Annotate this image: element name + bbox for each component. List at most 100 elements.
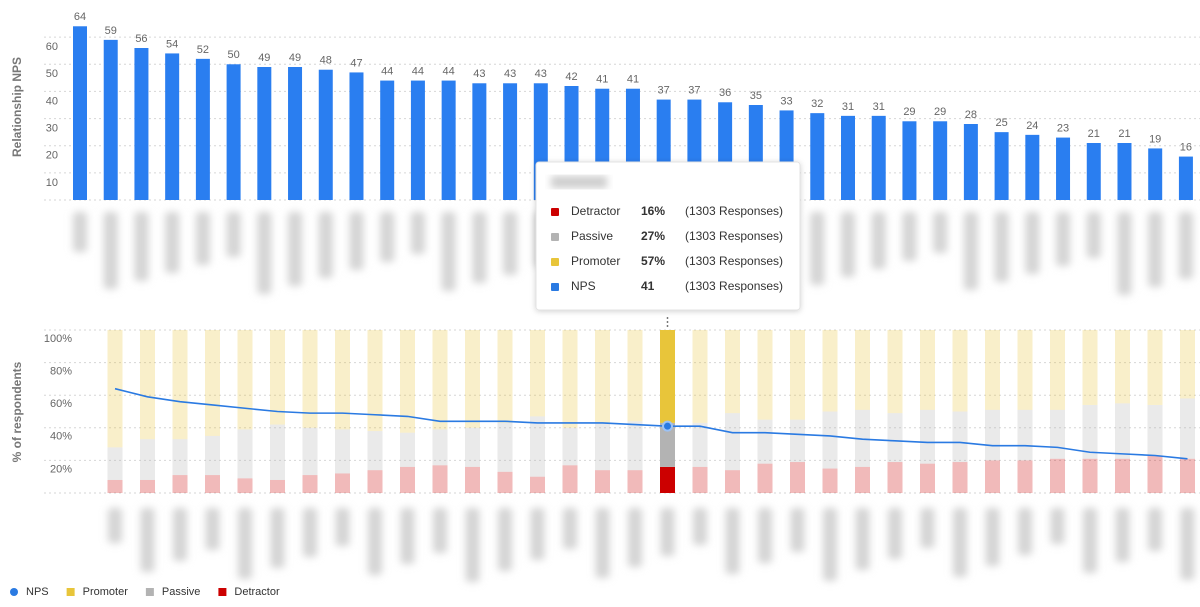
blurred-label [953, 508, 967, 577]
stack-segment [497, 471, 513, 493]
blurred-label [888, 508, 902, 559]
stack-segment [562, 330, 578, 428]
stack-segment [205, 475, 220, 493]
bar-value-label: 59 [105, 25, 117, 37]
tooltip-value: 57% [641, 254, 665, 268]
tooltip-name: Detractor [571, 204, 620, 218]
blurred-label [985, 508, 1000, 566]
stack-segment [237, 478, 253, 493]
stack-segment [920, 330, 935, 410]
stack-segment [172, 439, 188, 476]
stack-segment [757, 419, 773, 464]
tooltip-swatch [551, 258, 559, 266]
blurred-label [335, 508, 350, 546]
legend-label: NPS [26, 586, 49, 598]
y-tick-label: 50 [46, 68, 58, 80]
stack-segment [432, 330, 448, 430]
stack-segment [335, 429, 350, 474]
blurred-label [530, 508, 545, 560]
blurred-label [933, 212, 948, 253]
bar-value-label: 36 [719, 87, 731, 99]
stack-segment [1082, 458, 1098, 493]
bar-value-label: 54 [166, 38, 178, 50]
nps-line [114, 387, 1188, 460]
blurred-label [140, 508, 155, 572]
bar-value-label: 43 [504, 68, 516, 80]
stack-segment [1017, 330, 1033, 410]
bar-value-label: 16 [1180, 141, 1192, 153]
bar [103, 39, 118, 200]
stack-segment [790, 330, 805, 420]
stack-segment [237, 330, 253, 430]
blurred-label [238, 508, 252, 579]
stack-segment [335, 330, 350, 430]
bar-value-label: 50 [227, 49, 239, 61]
bar-value-label: 41 [627, 74, 639, 86]
stack-segment [757, 330, 773, 420]
tooltip-value: 16% [641, 204, 665, 218]
stack-segment [1115, 403, 1130, 459]
tooltip-name: Promoter [571, 254, 620, 268]
bar-value-label: 31 [842, 101, 854, 113]
y-tick-label: 10 [46, 177, 58, 189]
stack-segment [952, 462, 968, 493]
y-tick-label: 20 [46, 150, 58, 162]
stack-segment [660, 330, 675, 423]
blurred-label [1117, 212, 1132, 295]
tooltip-swatch [551, 208, 559, 216]
blurred-label [173, 508, 187, 561]
bar-value-label: 64 [74, 11, 86, 23]
y-tick-label: 60 [46, 41, 58, 53]
stack-segment [302, 427, 318, 476]
blurred-label [270, 508, 285, 568]
bar [165, 53, 180, 200]
blurred-label [380, 212, 395, 262]
legend-marker [145, 588, 154, 596]
tooltip-value: 41 [641, 279, 655, 293]
stack-segment [302, 475, 318, 493]
bar-value-label: 56 [135, 33, 147, 45]
blurred-label [902, 212, 917, 261]
bar-value-label: 28 [965, 109, 977, 121]
bar [134, 48, 149, 200]
y-tick-label: 40 [46, 95, 58, 107]
stack-segment [725, 413, 740, 471]
stack-segment [855, 409, 870, 467]
blurred-label [1148, 212, 1163, 287]
blurred-label [288, 212, 303, 286]
legend-marker [218, 588, 227, 596]
stack-segment [1050, 458, 1065, 493]
stack-segment [887, 462, 903, 493]
bar [963, 124, 978, 200]
stack-segment [627, 330, 643, 422]
bar [380, 80, 395, 200]
stack-segment [595, 470, 610, 493]
legend-marker [10, 588, 18, 596]
bar-value-label: 49 [258, 52, 270, 64]
tooltip-box [535, 161, 801, 311]
blurred-label [994, 212, 1009, 282]
blurred-label [349, 212, 364, 270]
blurred-label [1115, 508, 1130, 562]
bar [226, 64, 241, 201]
bar-value-label: 43 [535, 68, 547, 80]
blurred-label [1180, 508, 1195, 580]
stack-segment [1050, 330, 1065, 410]
bar [73, 26, 87, 200]
blurred-label [693, 508, 707, 545]
blurred-label [134, 212, 149, 281]
tooltip-responses: (1303 Responses) [685, 229, 783, 243]
tooltip-name: Passive [571, 229, 613, 243]
bar-value-label: 29 [903, 106, 915, 118]
blurred-label [1056, 212, 1071, 266]
stack-segment [205, 435, 220, 476]
tooltip-responses: (1303 Responses) [685, 204, 783, 218]
stack-segment [855, 466, 870, 493]
blurred-label [368, 508, 382, 575]
stack-segment [140, 479, 155, 493]
blurred-label [1086, 212, 1101, 258]
stack-segment [985, 409, 1000, 461]
blurred-label [108, 508, 122, 543]
blurred-label [205, 508, 220, 550]
stack-segment [855, 330, 870, 410]
